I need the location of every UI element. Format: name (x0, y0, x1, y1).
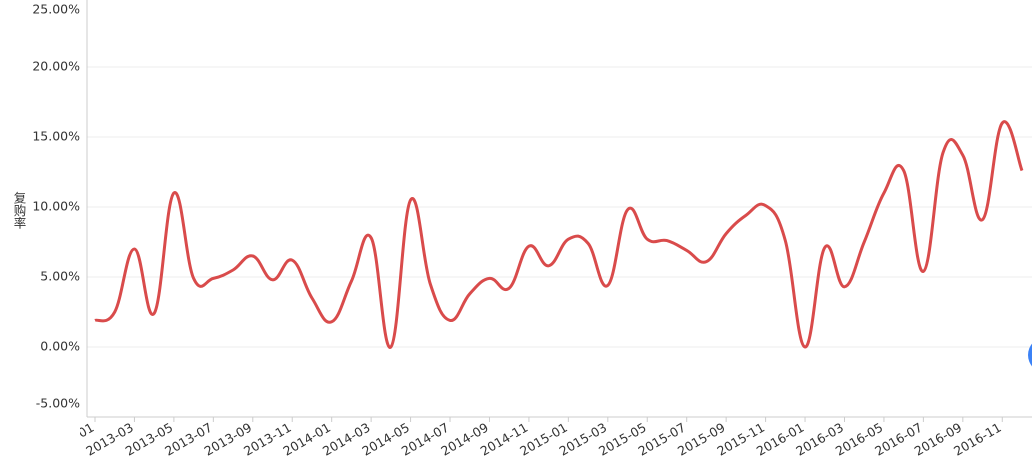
y-tick-label: 10.00% (32, 199, 80, 214)
y-tick-label: 20.00% (32, 59, 80, 74)
y-tick-label: 0.00% (40, 339, 80, 354)
line (94, 120, 1024, 349)
y-tick-label: 5.00% (40, 269, 80, 284)
y-axis-label: 复购率 (12, 191, 27, 229)
y-tick-label: -5.00% (36, 396, 80, 411)
y-tick-label: 25.00% (32, 2, 80, 17)
y-tick-label: 15.00% (32, 129, 80, 144)
float-button[interactable] (1028, 337, 1032, 373)
